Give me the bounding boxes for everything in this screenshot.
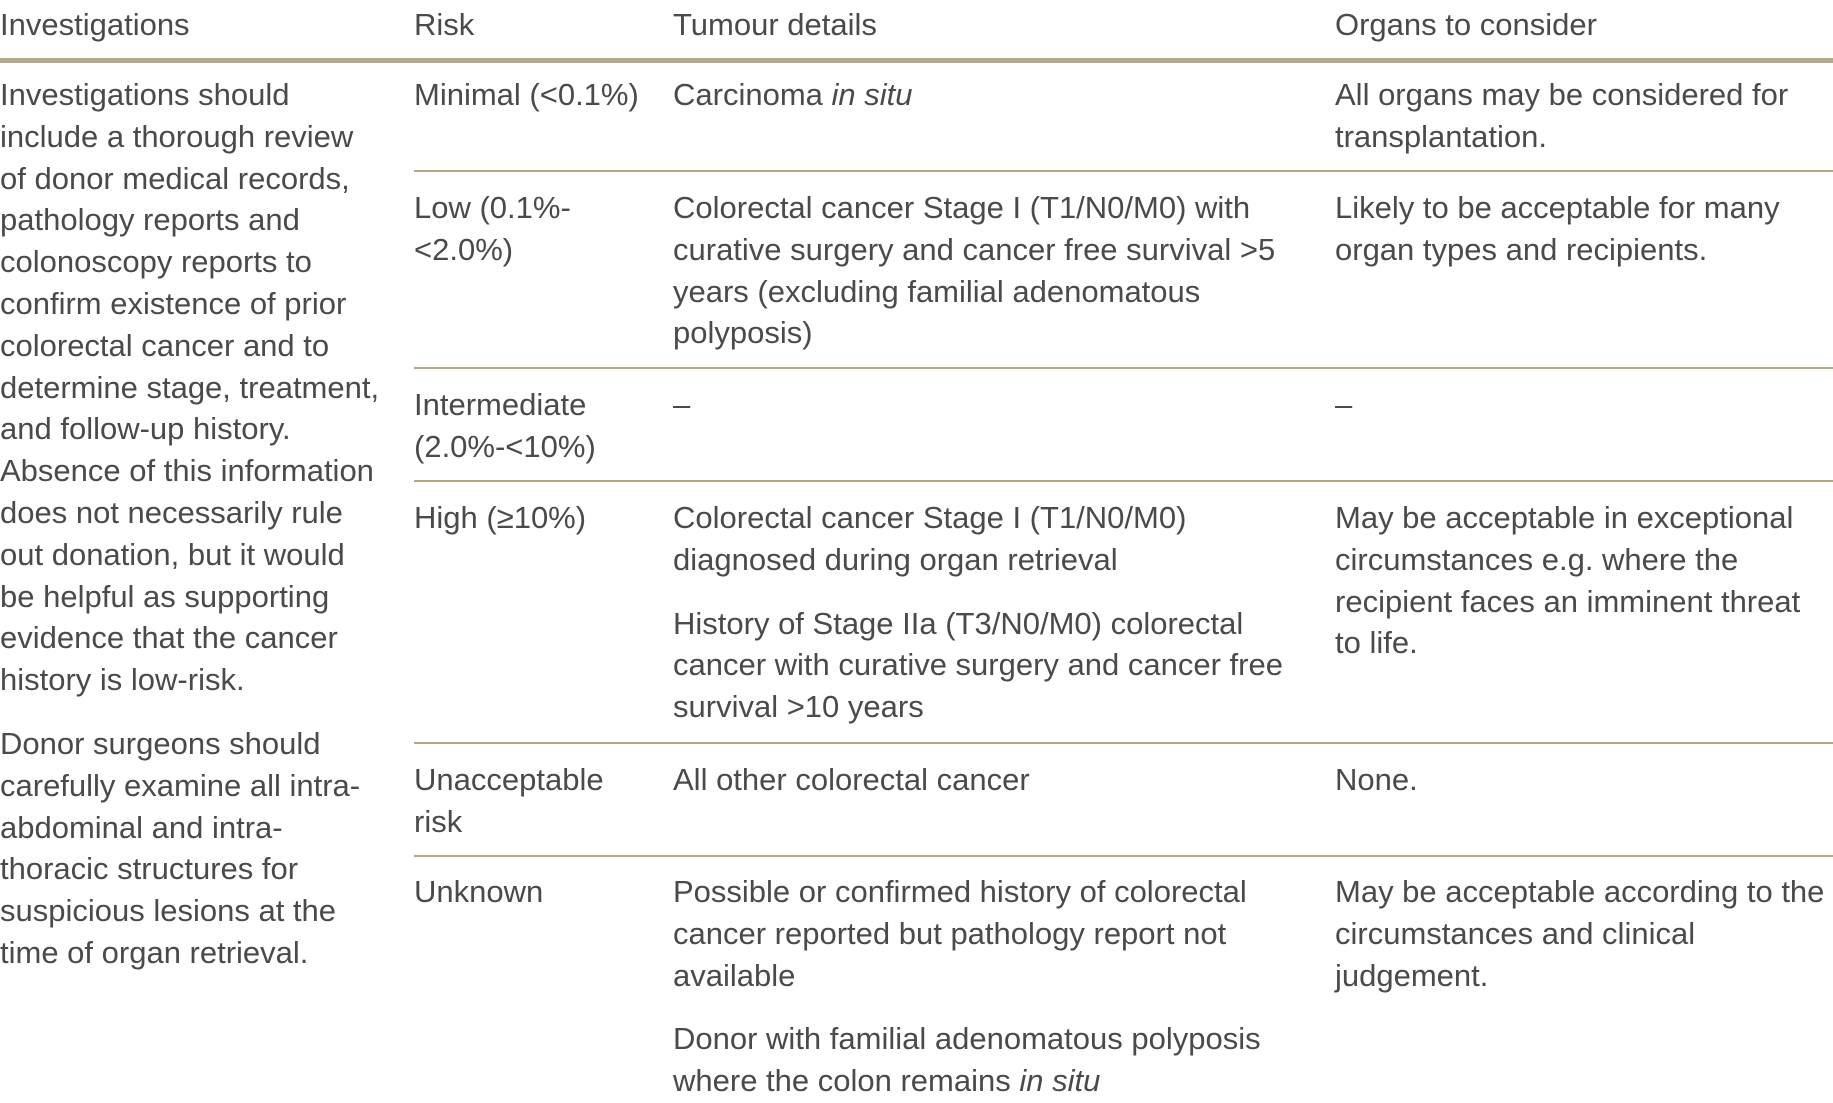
risk-cell: Intermediate (2.0%-<10%) [414,387,596,464]
header-risk: Risk [414,7,475,42]
table-header: Investigations Risk Tumour details Organ… [0,0,1833,63]
risk-cell: Minimal (<0.1%) [414,77,639,112]
table-row-minimal: Minimal (<0.1%) Carcinoma in situ All or… [414,74,1833,172]
risk-cell: Unacceptable risk [414,762,604,839]
tumour-text: Possible or confirmed history of colorec… [673,874,1247,993]
organs-cell: May be acceptable according to the circu… [1335,874,1825,993]
investigations-paragraph: Donor surgeons should carefully examine … [0,725,361,970]
investigations-column: Investigations should include a thorough… [0,74,380,974]
organs-cell: None. [1335,762,1418,797]
tumour-text-block: Donor with familial adenomatous polyposi… [673,1018,1313,1102]
tumour-details-cell: Carcinoma in situ [673,74,1313,116]
tumour-text: Colorectal cancer Stage I (T1/N0/M0) dia… [673,500,1187,577]
table-row-low: Low (0.1%-<2.0%) Colorectal cancer Stage… [414,187,1833,369]
table-row-unacceptable: Unacceptable risk All other colorectal c… [414,759,1833,857]
header-investigations: Investigations [0,7,190,42]
risk-cell: Unknown [414,874,544,909]
header-organs-to-consider: Organs to consider [1335,7,1597,42]
table-row-intermediate: Intermediate (2.0%-<10%) – – [414,384,1833,482]
organs-cell: May be acceptable in exceptional circums… [1335,500,1801,661]
table-row-high: High (≥10%) Colorectal cancer Stage I (T… [414,497,1833,744]
organs-cell: – [1335,387,1353,422]
risk-cell: High (≥10%) [414,500,587,535]
organs-cell: All organs may be considered for transpl… [1335,77,1789,154]
organs-cell: Likely to be acceptable for many organ t… [1335,190,1780,267]
tumour-details-cell: Colorectal cancer Stage I (T1/N0/M0) wit… [673,190,1276,351]
tumour-text: History of Stage IIa (T3/N0/M0) colorect… [673,605,1283,725]
investigations-paragraph: Investigations should include a thorough… [0,77,380,698]
header-tumour-details: Tumour details [673,7,877,42]
tumour-details-cell: Possible or confirmed history of colorec… [673,871,1313,1102]
table-row-unknown: Unknown Possible or confirmed history of… [414,871,1833,1103]
tumour-details-cell: – [673,387,691,422]
tumour-text-italic: in situ [1019,1063,1101,1099]
tumour-details-cell: Colorectal cancer Stage I (T1/N0/M0) dia… [673,497,1313,728]
risk-cell: Low (0.1%-<2.0%) [414,190,571,267]
tumour-text-italic: in situ [831,77,913,112]
tumour-text: Donor with familial adenomatous polyposi… [673,1021,1261,1099]
tumour-text: Carcinoma [673,77,832,112]
tumour-details-cell: All other colorectal cancer [673,762,1030,797]
